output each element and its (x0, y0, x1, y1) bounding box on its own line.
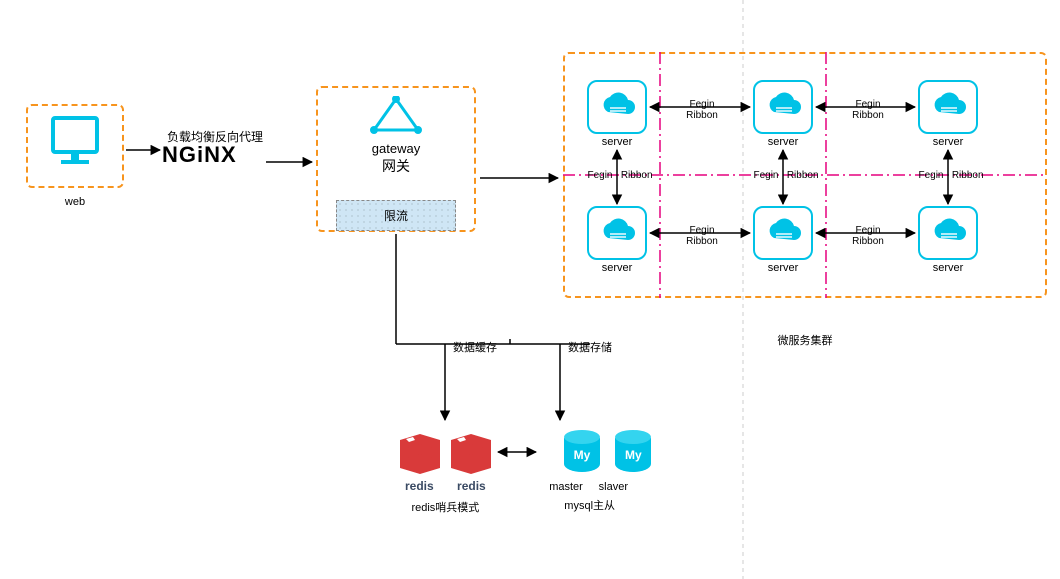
server-6: server (918, 206, 978, 274)
store-label: 数据存储 (555, 339, 625, 355)
monitor-icon (28, 116, 122, 164)
edge-h-2: FeginRibbon (828, 99, 908, 121)
cache-label: 数据缓存 (440, 339, 510, 355)
server-2: server (753, 80, 813, 148)
mysql-icon-slave: My (597, 430, 633, 474)
server-4: server (587, 206, 647, 274)
web-box (26, 104, 124, 188)
redis-mode: redis哨兵模式 (395, 499, 496, 515)
gateway-icon (368, 96, 424, 136)
gateway-line2: 网关 (318, 156, 474, 176)
edge-v-2: Fegin Ribbon (741, 170, 831, 181)
edge-v-1: Fegin Ribbon (575, 170, 665, 181)
mysql-master-label: master (544, 481, 588, 493)
cluster-caption: 微服务集群 (563, 332, 1047, 348)
mysql-group: My My master slaver mysql主从 (540, 430, 639, 513)
server-1: server (587, 80, 647, 148)
server-3: server (918, 80, 978, 148)
server-5: server (753, 206, 813, 274)
server-6-label: server (918, 262, 978, 274)
mysql-mode: mysql主从 (540, 497, 639, 513)
server-3-label: server (918, 136, 978, 148)
server-1-label: server (587, 136, 647, 148)
server-2-label: server (753, 136, 813, 148)
diagram-root: web 负载均衡反向代理 NGiNX gateway 网关 限流 微服务集群 (0, 0, 1060, 579)
web-label: web (26, 196, 124, 208)
redis-icon-2 (451, 430, 491, 474)
redis-name-2: redis (457, 479, 486, 493)
ratelimit-label: 限流 (384, 209, 408, 223)
server-4-label: server (587, 262, 647, 274)
nginx-brand: NGiNX (162, 142, 237, 168)
edge-h-1: FeginRibbon (662, 99, 742, 121)
redis-group: redis redis redis哨兵模式 (395, 430, 496, 515)
mysql-icon-master: My (546, 430, 582, 474)
edge-h-3: FeginRibbon (662, 225, 742, 247)
gateway-box: gateway 网关 限流 (316, 86, 476, 232)
redis-name-1: redis (405, 479, 434, 493)
mysql-slave-label: slaver (591, 481, 635, 493)
edge-v-3: Fegin Ribbon (906, 170, 996, 181)
gateway-line1: gateway (318, 141, 474, 156)
server-5-label: server (753, 262, 813, 274)
redis-icon-1 (400, 430, 440, 474)
ratelimit-box: 限流 (336, 200, 456, 231)
edge-h-4: FeginRibbon (828, 225, 908, 247)
